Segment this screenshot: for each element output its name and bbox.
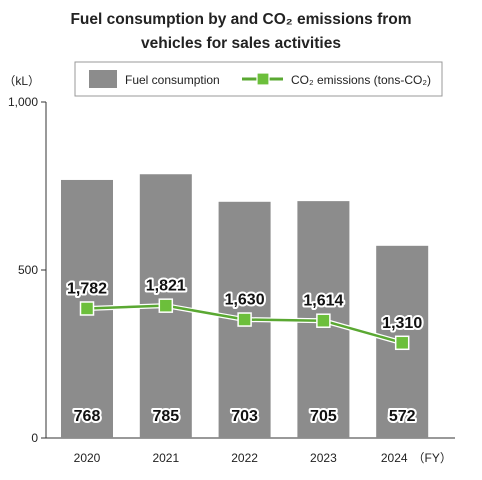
x-axis-ticks: 2020 2021 2022 2023 2024 xyxy=(74,451,408,465)
fuel-value-label-2024: 572 xyxy=(389,408,416,425)
co2-point-2022 xyxy=(237,312,252,327)
legend-marker-co2 xyxy=(256,72,270,86)
chart-title-line-1: Fuel consumption by and CO₂ emissions fr… xyxy=(70,11,411,28)
legend-label-fuel: Fuel consumption xyxy=(125,73,220,87)
x-tick-label-2020: 2020 xyxy=(74,451,101,465)
y-axis-unit-label: （kL） xyxy=(3,74,40,88)
fuel-value-label-2023: 705 xyxy=(310,408,337,425)
co2-data-labels: 1,782 1,821 1,630 1,614 1,310 xyxy=(65,276,424,334)
y-tick-label: 500 xyxy=(18,263,38,277)
co2-value-label-2022: 1,630 xyxy=(225,292,265,309)
co2-value-label-2024: 1,310 xyxy=(382,315,422,332)
x-tick-label-2022: 2022 xyxy=(231,451,258,465)
x-tick-label-2021: 2021 xyxy=(152,451,179,465)
co2-point-2024 xyxy=(394,335,410,351)
y-tick-label: 1,000 xyxy=(8,95,38,109)
co2-value-label-2023: 1,614 xyxy=(303,293,343,310)
co2-point-2023 xyxy=(316,313,331,328)
co2-point-2021 xyxy=(158,298,174,313)
fuel-value-label-2022: 703 xyxy=(231,408,258,425)
x-tick-label-2024: 2024 xyxy=(381,451,408,465)
legend-label-co2: CO₂ emissions (tons-CO₂) xyxy=(291,73,431,87)
legend: Fuel consumption CO₂ emissions (tons-CO₂… xyxy=(74,61,443,97)
co2-value-label-2020: 1,782 xyxy=(67,280,107,297)
fuel-bar-labels: 768 785 703 705 572 xyxy=(72,406,418,427)
x-axis-unit-label: （FY） xyxy=(413,451,452,465)
fuel-value-label-2021: 785 xyxy=(152,408,179,425)
x-tick-label-2023: 2023 xyxy=(310,451,337,465)
co2-line-series xyxy=(79,298,410,351)
chart-title-line-2: vehicles for sales activities xyxy=(141,35,341,52)
legend-swatch-fuel xyxy=(89,70,117,88)
co2-point-2020 xyxy=(79,301,95,316)
co2-value-label-2021: 1,821 xyxy=(146,278,186,295)
y-tick-label: 0 xyxy=(31,431,38,445)
fuel-value-label-2020: 768 xyxy=(74,408,101,425)
y-axis-ticks: 0 500 1,000 xyxy=(8,95,46,445)
